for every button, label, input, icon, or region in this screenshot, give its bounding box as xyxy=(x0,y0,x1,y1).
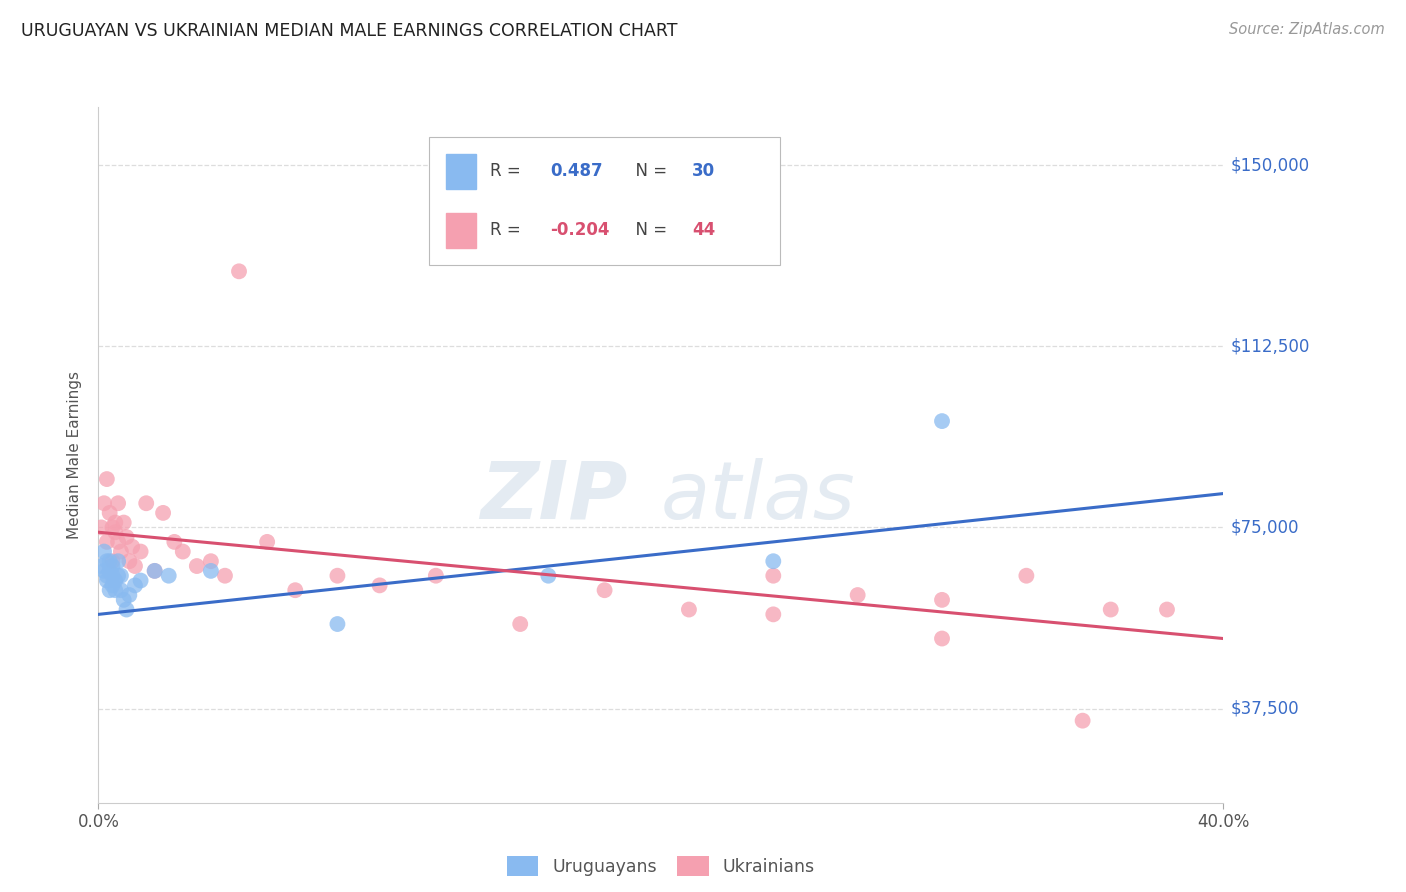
Point xyxy=(368,578,391,592)
Point xyxy=(110,568,132,582)
Point xyxy=(96,534,118,549)
Text: 44: 44 xyxy=(692,221,716,239)
Text: $112,500: $112,500 xyxy=(1230,337,1309,355)
Point xyxy=(124,578,146,592)
Point xyxy=(593,583,616,598)
Point xyxy=(931,632,953,646)
Y-axis label: Median Male Earnings: Median Male Earnings xyxy=(67,371,83,539)
Text: R =: R = xyxy=(489,221,526,239)
Point xyxy=(762,568,785,582)
Point xyxy=(124,559,146,574)
FancyBboxPatch shape xyxy=(446,213,477,248)
Text: $37,500: $37,500 xyxy=(1230,699,1299,717)
Point xyxy=(101,520,124,534)
Point xyxy=(118,554,141,568)
Text: 0.487: 0.487 xyxy=(551,161,603,180)
Point xyxy=(509,617,531,632)
Legend: Uruguayans, Ukrainians: Uruguayans, Ukrainians xyxy=(498,847,824,885)
Point xyxy=(93,564,115,578)
Point xyxy=(90,520,112,534)
Point xyxy=(1015,568,1038,582)
Point xyxy=(112,592,135,607)
Point xyxy=(96,554,118,568)
Point xyxy=(129,574,152,588)
Point xyxy=(186,559,208,574)
Point xyxy=(135,496,157,510)
Point xyxy=(96,568,118,582)
Point xyxy=(101,559,124,574)
Point xyxy=(93,544,115,558)
Text: ZIP: ZIP xyxy=(479,458,627,536)
Point xyxy=(96,574,118,588)
Point xyxy=(143,564,166,578)
Point xyxy=(425,568,447,582)
Point xyxy=(172,544,194,558)
Point xyxy=(98,506,121,520)
Point xyxy=(118,588,141,602)
Point xyxy=(762,554,785,568)
Point xyxy=(93,496,115,510)
Point xyxy=(90,559,112,574)
Text: $150,000: $150,000 xyxy=(1230,156,1309,174)
Point xyxy=(112,516,135,530)
Point xyxy=(762,607,785,622)
Point xyxy=(104,525,127,540)
Point xyxy=(104,574,127,588)
Text: R =: R = xyxy=(489,161,531,180)
Point xyxy=(110,544,132,558)
Point xyxy=(1099,602,1122,616)
Point xyxy=(157,568,180,582)
Point xyxy=(107,534,129,549)
Point xyxy=(129,544,152,558)
Point xyxy=(98,583,121,598)
Point xyxy=(107,496,129,510)
Text: 30: 30 xyxy=(692,161,716,180)
Point xyxy=(107,568,129,582)
Point xyxy=(931,414,953,428)
Point xyxy=(98,564,121,578)
Point xyxy=(214,568,236,582)
Point xyxy=(104,516,127,530)
Point xyxy=(284,583,307,598)
Point xyxy=(1071,714,1094,728)
Point xyxy=(1156,602,1178,616)
Text: N =: N = xyxy=(624,221,672,239)
Point xyxy=(200,554,222,568)
Text: $75,000: $75,000 xyxy=(1230,518,1299,536)
Point xyxy=(256,534,278,549)
Point xyxy=(104,583,127,598)
Point xyxy=(101,554,124,568)
Point xyxy=(101,568,124,582)
Text: N =: N = xyxy=(624,161,672,180)
FancyBboxPatch shape xyxy=(446,153,477,189)
Point xyxy=(96,472,118,486)
Text: Source: ZipAtlas.com: Source: ZipAtlas.com xyxy=(1229,22,1385,37)
Point xyxy=(163,534,186,549)
Point xyxy=(678,602,700,616)
Text: -0.204: -0.204 xyxy=(551,221,610,239)
Point xyxy=(200,564,222,578)
Point xyxy=(537,568,560,582)
Point xyxy=(121,540,143,554)
Point xyxy=(228,264,250,278)
Point xyxy=(115,530,138,544)
Point xyxy=(143,564,166,578)
Point xyxy=(152,506,174,520)
Point xyxy=(326,568,349,582)
Text: atlas: atlas xyxy=(661,458,856,536)
Point xyxy=(931,592,953,607)
Point xyxy=(846,588,869,602)
Point xyxy=(107,554,129,568)
Text: URUGUAYAN VS UKRAINIAN MEDIAN MALE EARNINGS CORRELATION CHART: URUGUAYAN VS UKRAINIAN MEDIAN MALE EARNI… xyxy=(21,22,678,40)
Point xyxy=(326,617,349,632)
Point xyxy=(101,578,124,592)
Point xyxy=(98,554,121,568)
Point xyxy=(110,583,132,598)
Point xyxy=(115,602,138,616)
